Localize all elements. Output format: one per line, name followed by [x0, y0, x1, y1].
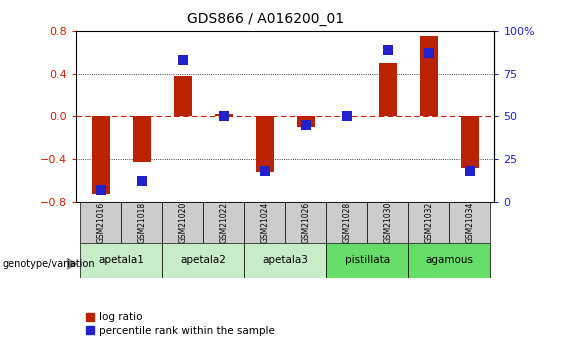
Bar: [297, 117, 315, 127]
Bar: [449, 202, 490, 243]
Bar: [327, 202, 367, 243]
Bar: [173, 76, 192, 117]
Point: [137, 179, 146, 184]
Bar: [420, 36, 438, 117]
Text: GDS866 / A016200_01: GDS866 / A016200_01: [187, 12, 344, 26]
Point: [465, 168, 474, 174]
Text: apetala1: apetala1: [98, 256, 144, 265]
Bar: [285, 202, 327, 243]
Text: GSM21022: GSM21022: [219, 202, 228, 243]
Text: GSM21030: GSM21030: [383, 202, 392, 243]
Point: [219, 114, 228, 119]
Bar: [215, 114, 233, 117]
Bar: [244, 243, 327, 278]
Bar: [162, 202, 203, 243]
Text: GSM21034: GSM21034: [466, 202, 474, 243]
Bar: [92, 117, 110, 194]
Bar: [121, 202, 162, 243]
Point: [301, 122, 310, 128]
Bar: [133, 117, 151, 162]
Text: apetala2: apetala2: [180, 256, 226, 265]
Point: [260, 168, 270, 174]
Bar: [327, 243, 408, 278]
Point: [97, 187, 106, 193]
Text: genotype/variation: genotype/variation: [3, 259, 95, 269]
Text: GSM21020: GSM21020: [179, 202, 188, 243]
Text: GSM21024: GSM21024: [260, 202, 270, 243]
Text: pistillata: pistillata: [345, 256, 390, 265]
Legend: log ratio, percentile rank within the sample: log ratio, percentile rank within the sa…: [81, 308, 279, 340]
Bar: [162, 243, 244, 278]
Bar: [408, 202, 449, 243]
Bar: [80, 243, 162, 278]
Text: GSM21016: GSM21016: [97, 202, 105, 243]
Bar: [244, 202, 285, 243]
Bar: [255, 117, 274, 172]
Point: [342, 114, 351, 119]
Bar: [367, 202, 408, 243]
Point: [424, 50, 433, 56]
Point: [383, 47, 392, 52]
Bar: [408, 243, 490, 278]
Text: GSM21018: GSM21018: [137, 202, 146, 243]
Bar: [203, 202, 244, 243]
Bar: [460, 117, 479, 168]
Text: agamous: agamous: [425, 256, 473, 265]
Bar: [80, 202, 121, 243]
Text: GSM21028: GSM21028: [342, 202, 351, 243]
Polygon shape: [67, 258, 77, 269]
Text: apetala3: apetala3: [262, 256, 308, 265]
Point: [179, 57, 188, 63]
Bar: [379, 63, 397, 117]
Text: GSM21026: GSM21026: [301, 202, 310, 243]
Text: GSM21032: GSM21032: [424, 202, 433, 243]
